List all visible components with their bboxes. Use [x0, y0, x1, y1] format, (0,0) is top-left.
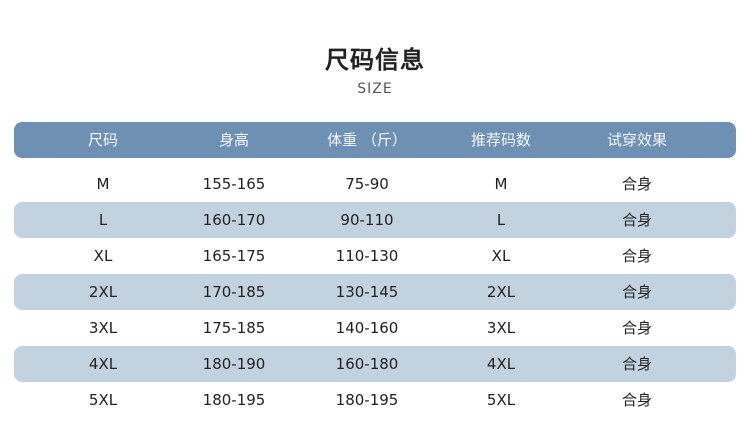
- table-cell: 合身: [621, 175, 652, 193]
- table-cell: 175-185: [202, 319, 266, 337]
- table-cell: 合身: [621, 247, 652, 265]
- table-row: 3XL 175-185 140-160 3XL 合身: [14, 310, 736, 346]
- table-cell: 155-165: [202, 175, 266, 193]
- table-cell: 5XL: [88, 391, 118, 409]
- header-cell: 推荐码数: [470, 131, 531, 149]
- table-cell: 110-130: [335, 247, 399, 265]
- table-cell: 4XL: [486, 355, 516, 373]
- table-row: XL 165-175 110-130 XL 合身: [14, 238, 736, 274]
- table-row: 2XL 170-185 130-145 2XL 合身: [14, 274, 736, 310]
- table-cell: 160-170: [202, 211, 266, 229]
- table-cell: L: [496, 211, 506, 229]
- table-cell: 合身: [621, 391, 652, 409]
- table-cell: 75-90: [345, 175, 389, 193]
- table-cell: 180-190: [202, 355, 266, 373]
- table-cell: 180-195: [335, 391, 399, 409]
- table-cell: 90-110: [340, 211, 394, 229]
- table-cell: 2XL: [88, 283, 118, 301]
- table-row: 4XL 180-190 160-180 4XL 合身: [14, 346, 736, 382]
- table-row: M 155-165 75-90 M 合身: [14, 166, 736, 202]
- table-cell: 4XL: [88, 355, 118, 373]
- table-cell: L: [98, 211, 108, 229]
- table-cell: XL: [93, 247, 113, 265]
- page-title: 尺码信息: [325, 46, 425, 74]
- header-cell: 身高: [218, 131, 249, 149]
- table-cell: 3XL: [486, 319, 516, 337]
- table-cell: 180-195: [202, 391, 266, 409]
- table-cell: 5XL: [486, 391, 516, 409]
- table-cell: 130-145: [335, 283, 399, 301]
- table-header: 尺码 身高 体重 （斤） 推荐码数 试穿效果: [14, 122, 736, 158]
- header-cell: 尺码: [87, 131, 118, 149]
- table-row: L 160-170 90-110 L 合身: [14, 202, 736, 238]
- header-cell: 试穿效果: [606, 131, 667, 149]
- table-cell: 160-180: [335, 355, 399, 373]
- table-cell: M: [96, 175, 110, 193]
- table-cell: 合身: [621, 211, 652, 229]
- table-cell: 170-185: [202, 283, 266, 301]
- table-cell: 合身: [621, 355, 652, 373]
- table-cell: 165-175: [202, 247, 266, 265]
- table-cell: 合身: [621, 319, 652, 337]
- table-cell: 2XL: [486, 283, 516, 301]
- page-subtitle: SIZE: [357, 81, 393, 97]
- table-cell: 140-160: [335, 319, 399, 337]
- table-cell: XL: [491, 247, 511, 265]
- table-cell: M: [494, 175, 508, 193]
- header-cell: 体重 （斤）: [327, 131, 407, 149]
- table-cell: 合身: [621, 283, 652, 301]
- table-row: 5XL 180-195 180-195 5XL 合身: [14, 382, 736, 418]
- table-cell: 3XL: [88, 319, 118, 337]
